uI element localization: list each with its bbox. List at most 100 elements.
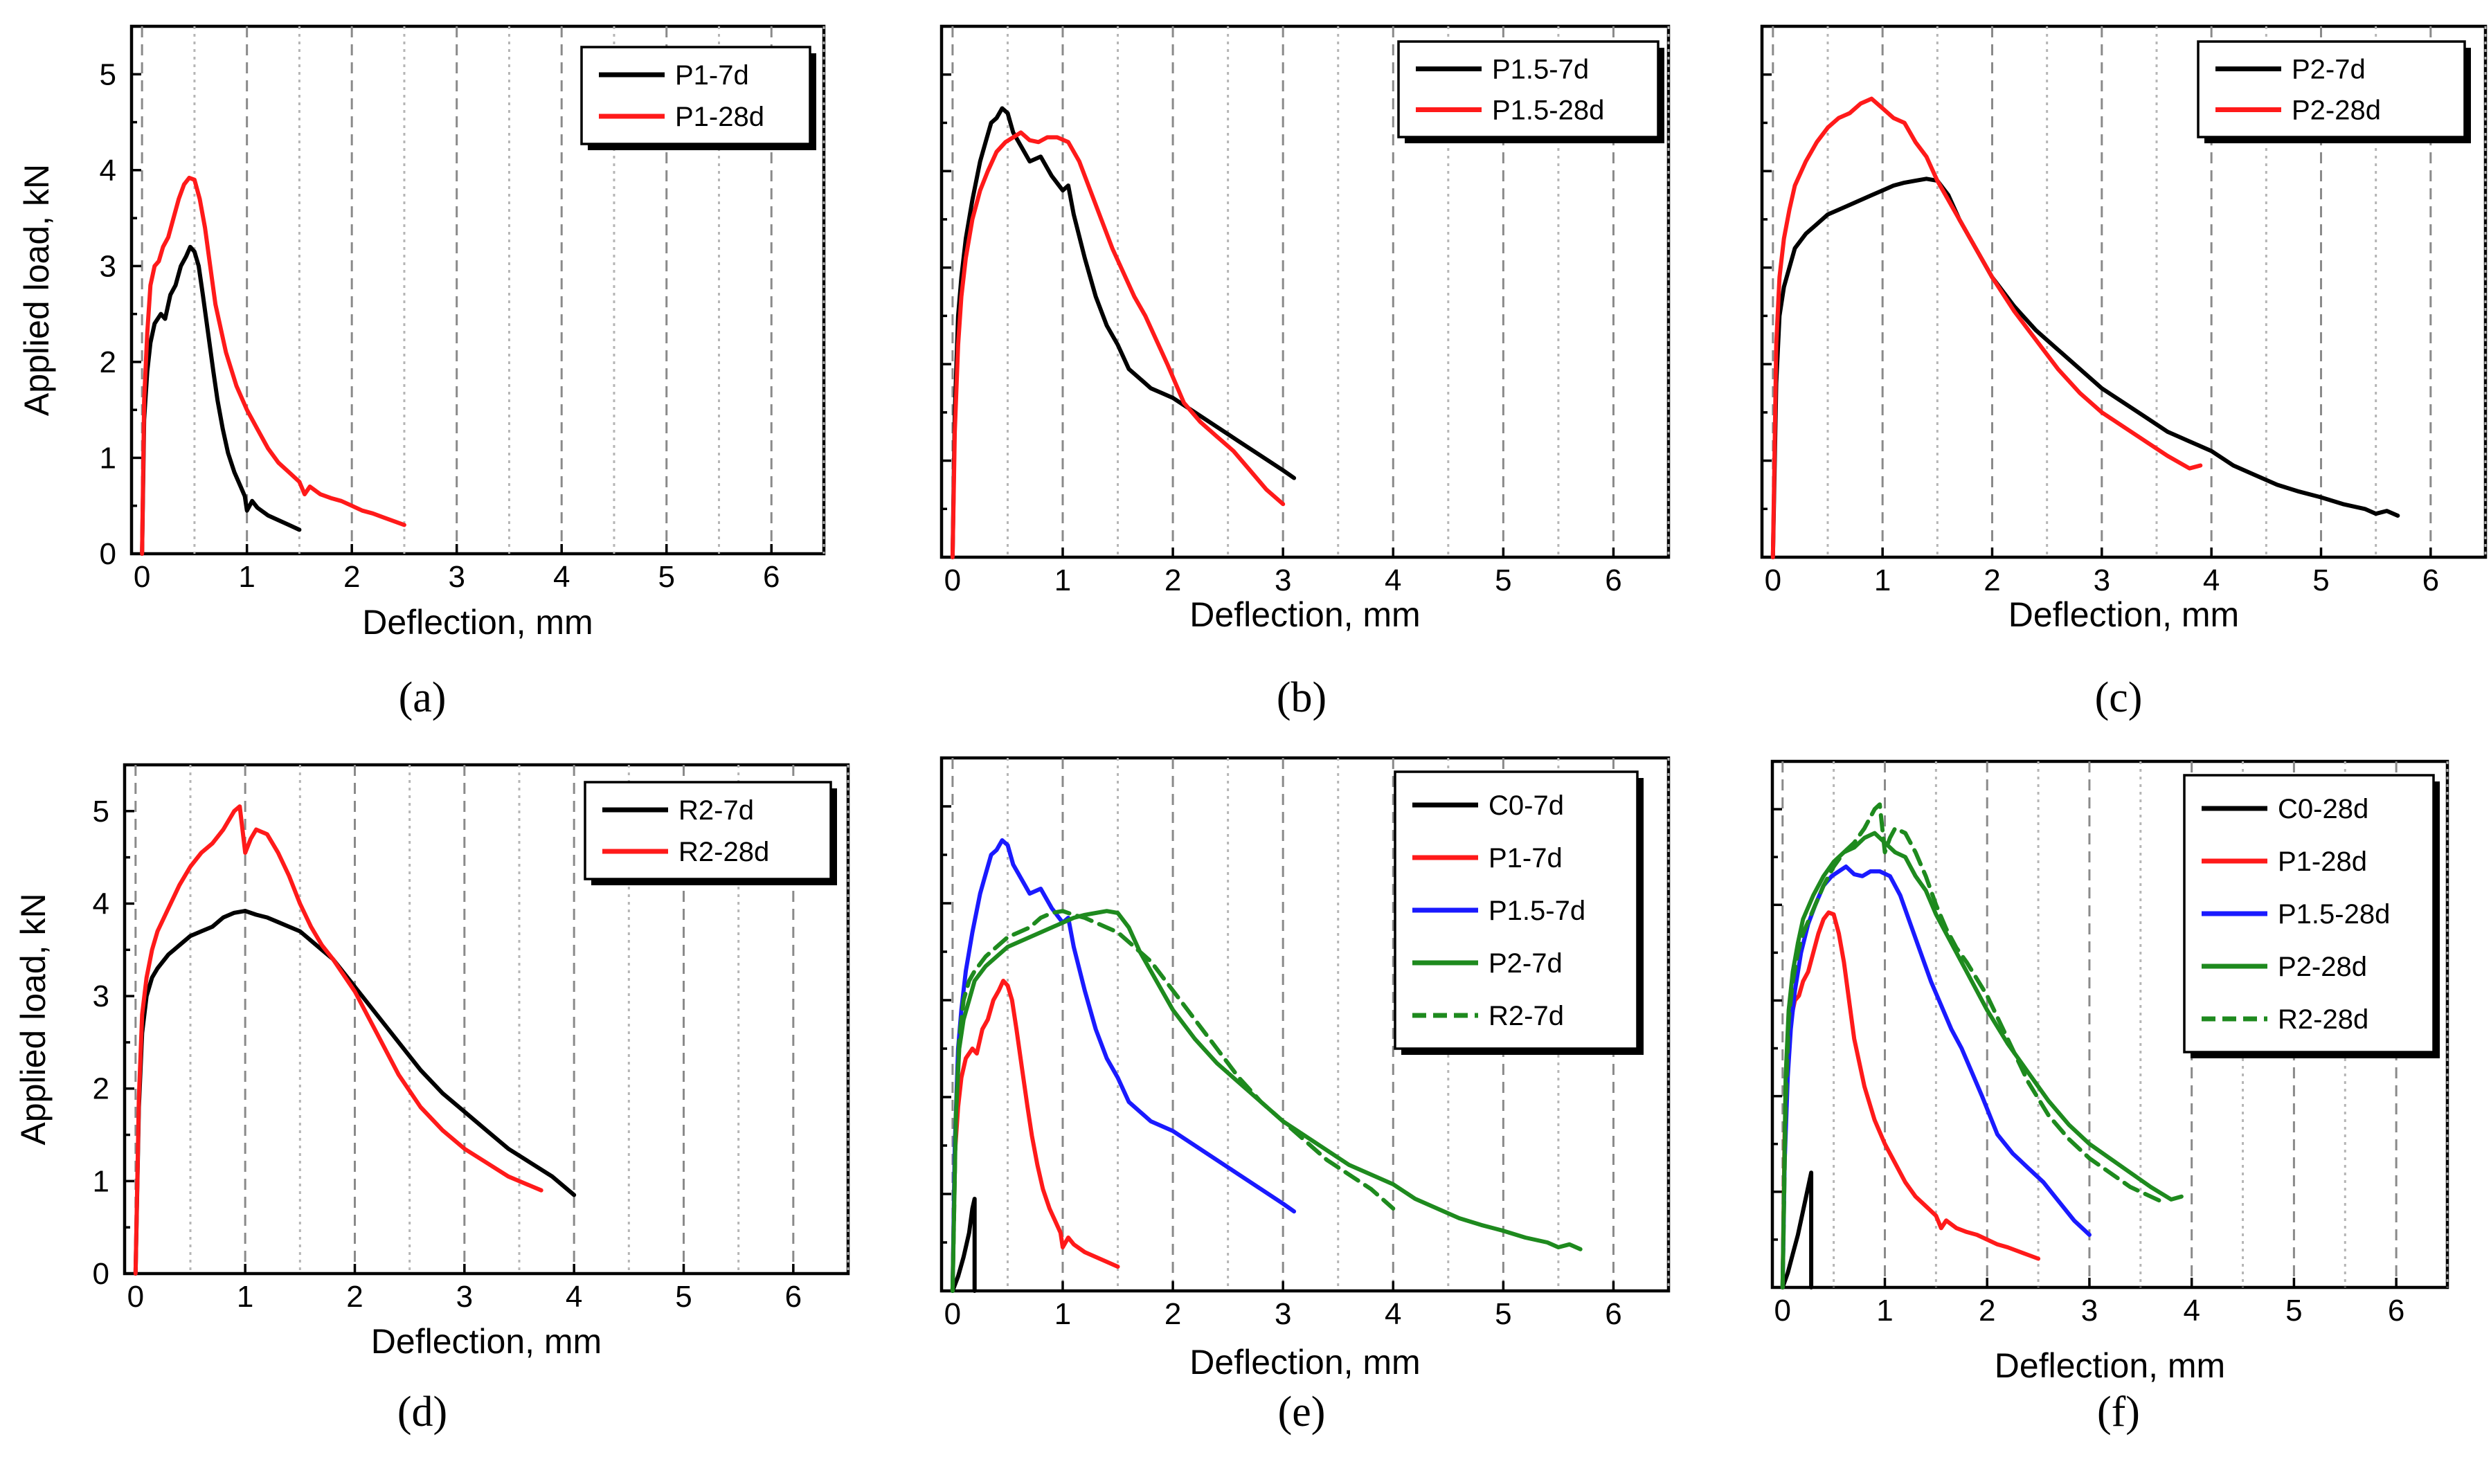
legend-label: P1-28d [2278, 847, 2367, 877]
axes: 0 1 2 3 4 5 6 0 1 2 3 4 5 [93, 763, 802, 1314]
legend-label: P1-28d [675, 102, 764, 132]
y-tick-label: 2 [93, 1072, 109, 1106]
legend-box [1397, 40, 1660, 138]
y-tick-label: 5 [93, 795, 109, 829]
y-tick-label: 4 [100, 154, 116, 188]
y-tick-label: 3 [93, 979, 109, 1013]
legend-label: P1.5-7d [1489, 896, 1585, 926]
series-line-p2-28d [1770, 96, 2203, 559]
x-tick-label: 1 [1876, 1294, 1893, 1328]
x-axis-title: Deflection, mm [2008, 595, 2239, 634]
x-tick-label: 5 [1495, 1297, 1511, 1331]
y-tick-label: 1 [100, 441, 116, 475]
series-line-p1_5-28d [1780, 865, 2092, 1290]
x-tick-label: 4 [553, 560, 570, 594]
series-line-r2-7d [133, 909, 577, 1276]
x-tick-label: 4 [2183, 1294, 2200, 1328]
x-tick-label: 3 [456, 1280, 473, 1314]
legend: R2-7d R2-28d [584, 781, 837, 885]
x-tick-label: 6 [763, 560, 780, 594]
legend-label: P2-7d [1489, 948, 1563, 979]
x-tick-label: 3 [448, 560, 465, 594]
x-tick-label: 0 [1774, 1294, 1791, 1328]
x-tick-label: 1 [237, 1280, 253, 1314]
plot-lines [140, 175, 406, 556]
x-tick-label: 6 [785, 1280, 802, 1314]
plot-frame [1760, 24, 2488, 559]
legend-label: C0-28d [2278, 794, 2368, 824]
panel-c: 0 1 2 3 4 5 6 P2-7d P2-28d Deflection, mm (c) [1760, 24, 2488, 721]
y-axis-title: Applied load, kN [14, 893, 53, 1145]
legend: P1-7d P1-28d [580, 46, 816, 150]
x-tick-label: 5 [658, 560, 674, 594]
legend-box [584, 781, 832, 880]
legend-label: P1.5-7d [1492, 55, 1589, 85]
x-tick-label: 3 [2094, 563, 2110, 597]
grid-lines [1772, 26, 2487, 557]
plot-lines [950, 838, 1583, 1293]
panel-f: 0 1 2 3 4 5 6 C0-28d P1-28d P1.5-28d P2-28d R2-28d… [1770, 759, 2449, 1436]
legend-label: R2-28d [678, 837, 769, 867]
x-tick-label: 1 [1054, 1297, 1071, 1331]
x-tick-label: 2 [1164, 1297, 1181, 1331]
legend-label: P1-7d [1489, 843, 1563, 874]
x-axis-title: Deflection, mm [371, 1322, 602, 1361]
plot-lines [133, 804, 577, 1276]
series-line-p2-28d [1780, 831, 2184, 1290]
series-line-p1_5-28d [950, 130, 1286, 559]
x-tick-label: 1 [1054, 563, 1071, 597]
grid-lines [951, 26, 1670, 557]
x-tick-label: 3 [2081, 1294, 2098, 1328]
axes: 0 1 2 3 4 5 6 [942, 757, 1622, 1331]
x-tick-label: 2 [343, 560, 360, 594]
x-tick-label: 0 [944, 1297, 961, 1331]
legend: C0-28d P1-28d P1.5-28d P2-28d R2-28d [2183, 774, 2440, 1058]
x-axis-title: Deflection, mm [1995, 1346, 2225, 1385]
plot-lines [1780, 802, 2184, 1290]
series-line-p1-28d [140, 175, 406, 556]
x-tick-label: 6 [2388, 1294, 2404, 1328]
y-tick-label: 1 [93, 1164, 109, 1198]
legend-label: P1.5-28d [2278, 899, 2390, 930]
y-tick-label: 0 [93, 1257, 109, 1291]
plot-frame [939, 24, 1671, 559]
x-axis-title: Deflection, mm [1189, 595, 1420, 634]
x-tick-label: 2 [1164, 563, 1181, 597]
x-tick-label: 5 [2285, 1294, 2302, 1328]
x-tick-label: 3 [1275, 563, 1291, 597]
series-line-p2-7d [950, 909, 1583, 1293]
x-tick-label: 2 [1984, 563, 2000, 597]
panel-b: 0 1 2 3 4 5 6 P1.5-7d P1.5-28d Deflection, mm (… [939, 24, 1671, 721]
axes: 0 1 2 3 4 5 6 [1772, 760, 2404, 1328]
x-tick-label: 4 [1385, 563, 1401, 597]
legend-label: P1-7d [675, 60, 749, 91]
legend-box [2197, 40, 2466, 138]
legend-label: R2-7d [678, 795, 754, 826]
panel-caption: (c) [2095, 674, 2143, 721]
series-line-r2-7d [950, 909, 1396, 1293]
y-tick-label: 3 [100, 249, 116, 283]
legend: C0-7d P1-7d P1.5-7d P2-7d R2-7d [1394, 770, 1644, 1055]
plot-frame [1770, 759, 2449, 1290]
x-tick-label: 6 [2422, 563, 2439, 597]
panel-caption: (d) [397, 1388, 447, 1436]
x-tick-label: 6 [1605, 563, 1621, 597]
plot-frame [129, 24, 826, 556]
y-tick-label: 2 [100, 345, 116, 379]
panel-d: 0 1 2 3 4 5 6 0 1 2 3 4 5 R2-7d R2-28d Deflection, mm… [14, 763, 850, 1436]
axes: 0 1 2 3 4 5 6 [1762, 25, 2439, 597]
y-tick-label: 0 [100, 537, 116, 571]
x-axis-title: Deflection, mm [1189, 1343, 1420, 1382]
panel-caption: (a) [399, 674, 447, 721]
panel-caption: (e) [1278, 1388, 1326, 1436]
series-line-r2-28d [133, 804, 543, 1276]
panel-caption: (b) [1277, 674, 1327, 721]
panel-caption: (f) [2097, 1388, 2140, 1436]
panel-e: 0 1 2 3 4 5 6 C0-7d P1-7d P1.5-7d P2-7d R2-7d Defl… [939, 756, 1671, 1436]
x-tick-label: 2 [346, 1280, 363, 1314]
x-tick-label: 4 [1385, 1297, 1401, 1331]
series-line-p1-7d [140, 244, 302, 556]
legend-box [580, 46, 811, 145]
